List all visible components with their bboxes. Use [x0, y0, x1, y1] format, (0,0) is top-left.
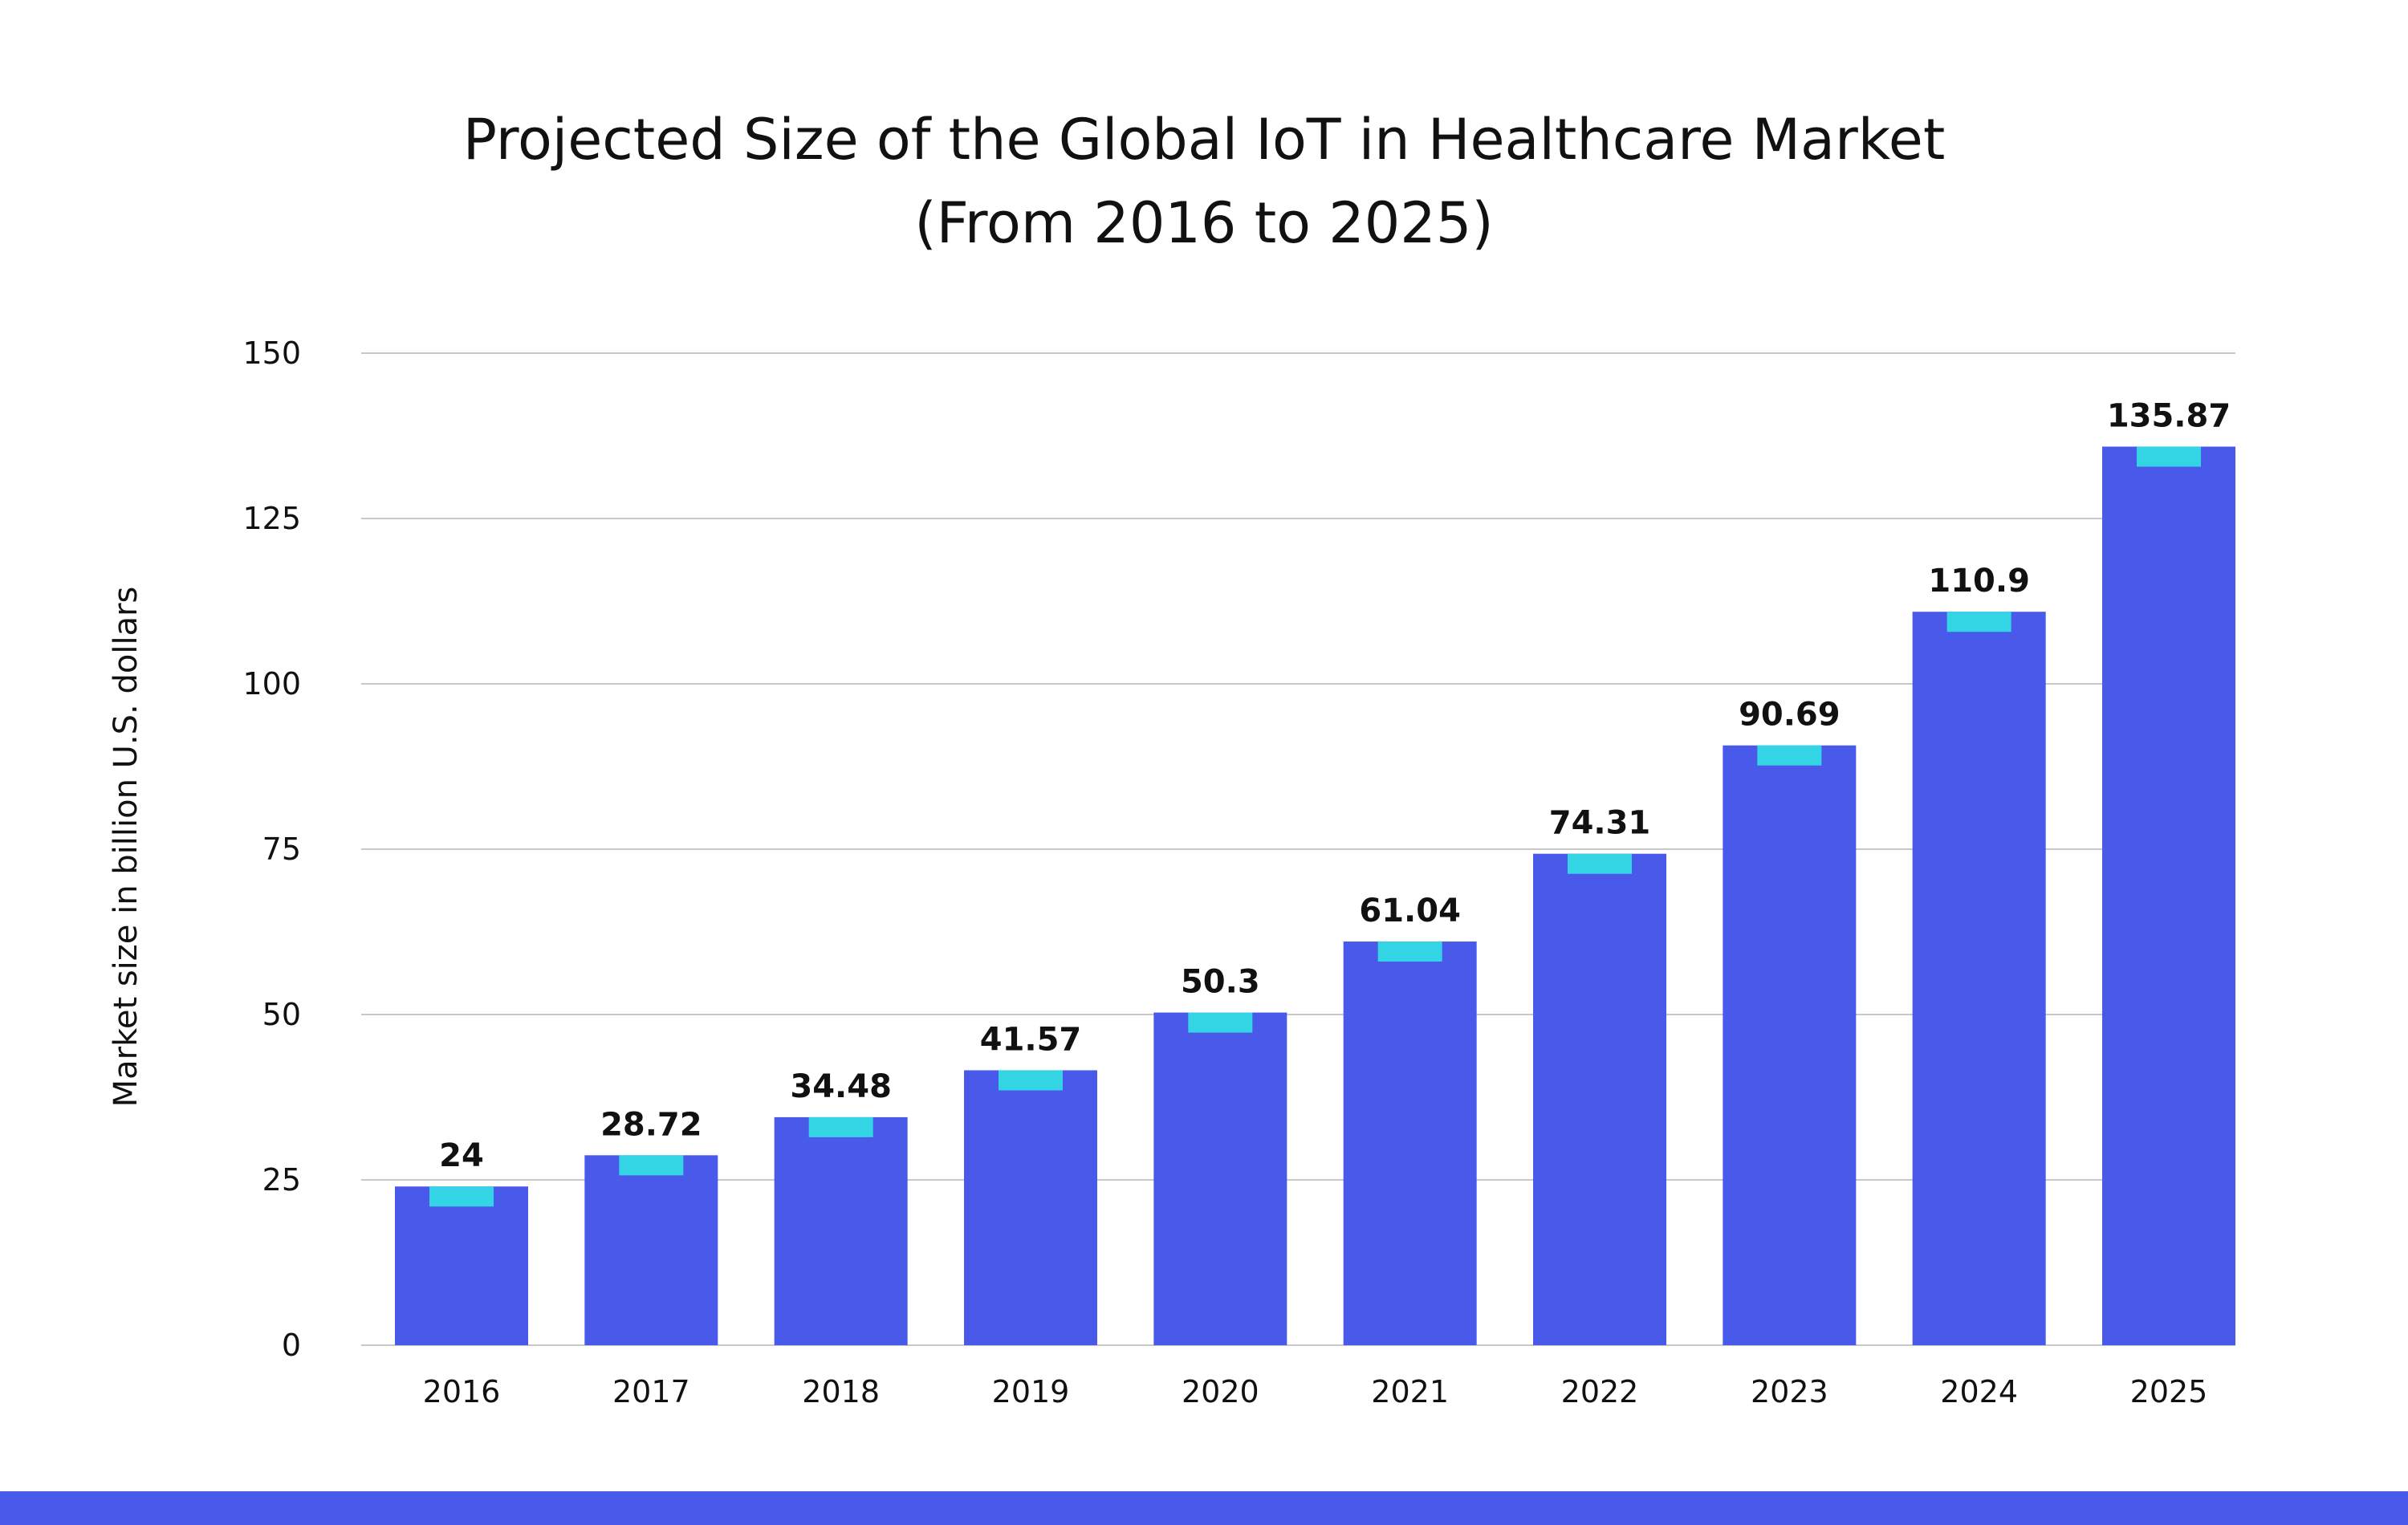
- bar: [1533, 853, 1666, 1345]
- bar-cap: [1757, 745, 1822, 766]
- bar: [395, 1186, 528, 1345]
- x-tick-label: 2020: [1182, 1374, 1259, 1409]
- chart-subtitle: (From 2016 to 2025): [914, 190, 1493, 256]
- bar: [774, 1116, 908, 1345]
- data-labels: 24 28.72 34.48 41.57 50.3 61.04 74.31 90.69 110.…: [439, 397, 2231, 1174]
- bar: [584, 1155, 718, 1345]
- y-tick-label: 125: [242, 501, 301, 536]
- x-tick-label: 2021: [1371, 1374, 1449, 1409]
- bar: [2102, 446, 2235, 1346]
- bar: [1723, 745, 1857, 1345]
- bar: [1343, 941, 1477, 1345]
- y-tick-label: 0: [282, 1328, 301, 1363]
- data-label: 110.9: [1928, 563, 2030, 600]
- bar-cap: [1568, 853, 1632, 874]
- x-tick-label: 2018: [802, 1374, 880, 1409]
- bar-cap: [619, 1155, 684, 1176]
- y-axis-title: Market size in billion U.S. dollars: [108, 587, 144, 1108]
- y-tick-label: 100: [242, 666, 301, 702]
- x-axis-ticks: 2016 2017 2018 2019 2020 2021 2022 2023 2024 2025: [423, 1374, 2208, 1409]
- bar-cap: [2137, 446, 2201, 467]
- chart-title: Projected Size of the Global IoT in Heal…: [463, 107, 1946, 173]
- bars: [395, 446, 2235, 1346]
- bar: [1912, 612, 2046, 1345]
- bar-cap: [808, 1116, 873, 1137]
- x-tick-label: 2016: [423, 1374, 501, 1409]
- y-tick-label: 150: [242, 336, 301, 371]
- footer-bar: [0, 1491, 2408, 1525]
- data-label: 74.31: [1549, 805, 1651, 842]
- x-tick-label: 2022: [1561, 1374, 1639, 1409]
- bar-cap: [1188, 1012, 1253, 1033]
- bar-cap: [999, 1070, 1063, 1091]
- y-tick-label: 25: [262, 1162, 301, 1198]
- y-tick-label: 50: [262, 997, 301, 1032]
- data-label: 28.72: [600, 1106, 702, 1143]
- y-tick-label: 75: [262, 832, 301, 867]
- bar: [1153, 1012, 1287, 1345]
- data-label: 41.57: [980, 1021, 1082, 1058]
- data-label: 24: [439, 1137, 484, 1174]
- data-label: 90.69: [1739, 697, 1841, 734]
- bar-cap: [429, 1186, 494, 1207]
- x-tick-label: 2017: [612, 1374, 690, 1409]
- x-tick-label: 2024: [1940, 1374, 2018, 1409]
- bar-cap: [1377, 941, 1442, 962]
- x-tick-label: 2023: [1751, 1374, 1828, 1409]
- x-tick-label: 2019: [992, 1374, 1070, 1409]
- data-label: 61.04: [1359, 893, 1461, 929]
- bar: [964, 1070, 1097, 1345]
- data-label: 50.3: [1181, 964, 1260, 1001]
- x-tick-label: 2025: [2130, 1374, 2208, 1409]
- data-label: 135.87: [2107, 397, 2231, 434]
- data-label: 34.48: [790, 1068, 892, 1105]
- y-axis-ticks: 0 25 50 75 100 125 150: [242, 336, 301, 1363]
- bar-cap: [1946, 612, 2011, 632]
